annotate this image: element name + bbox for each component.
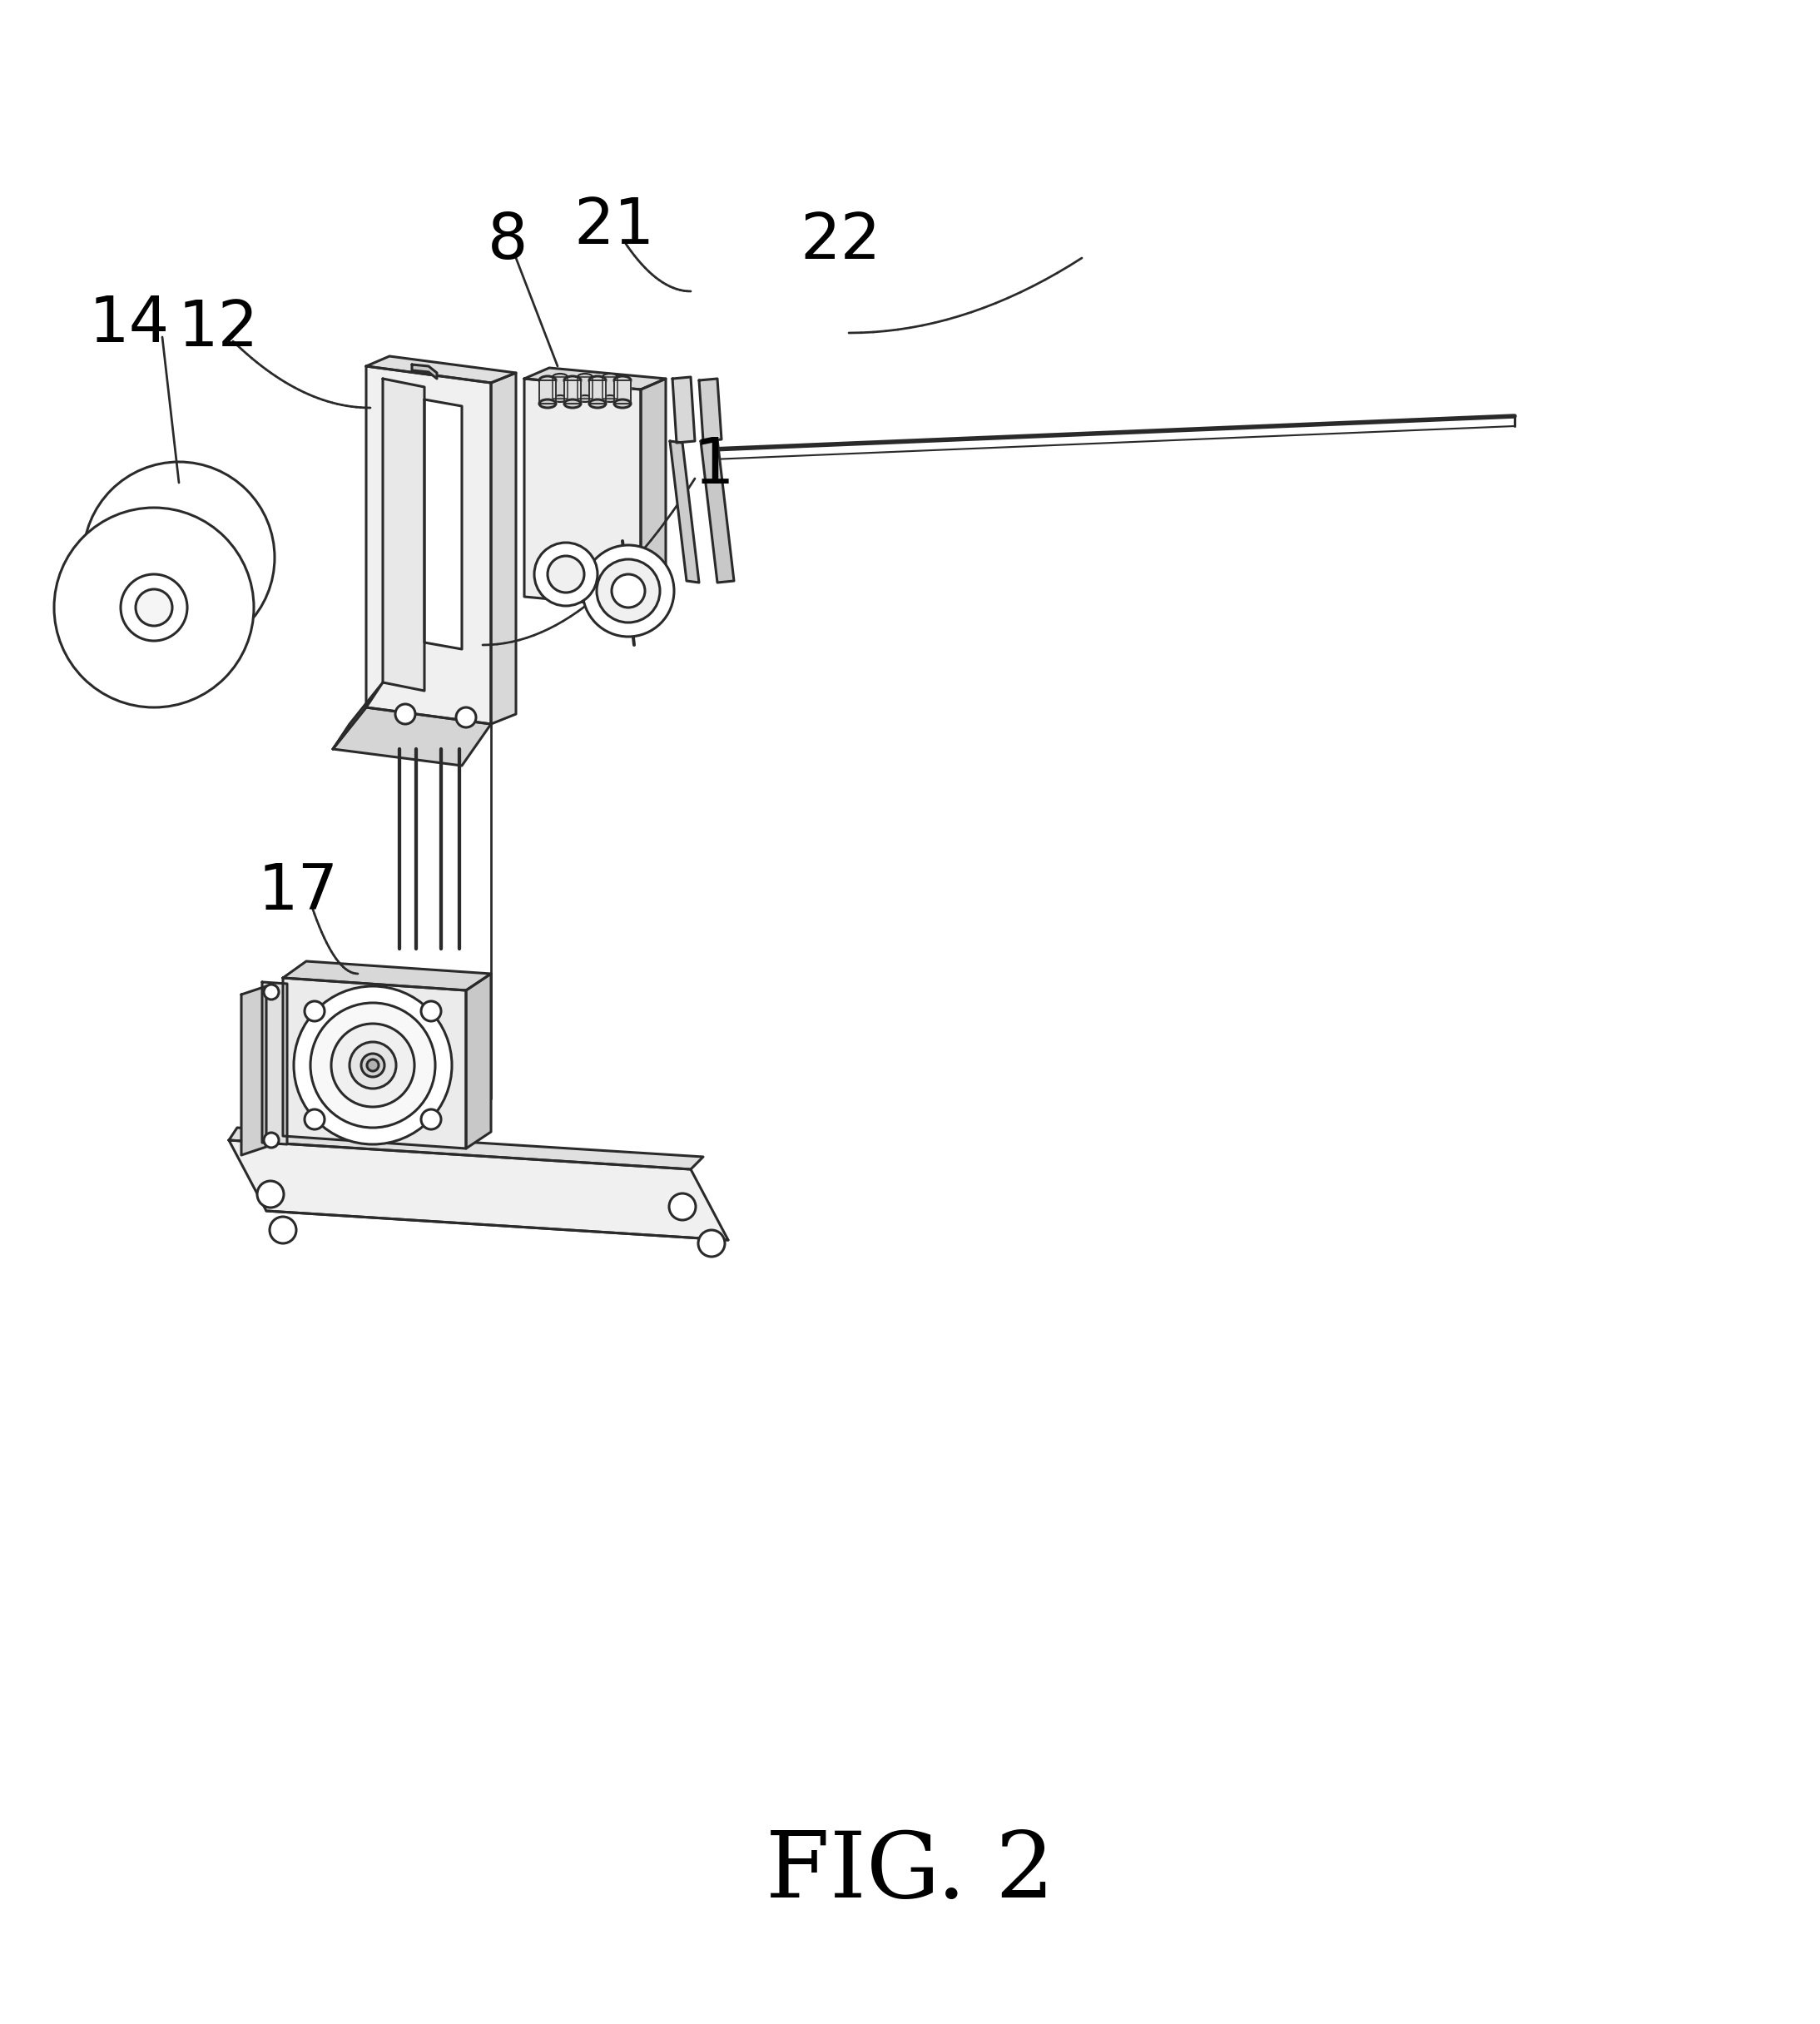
Circle shape: [120, 575, 187, 642]
Ellipse shape: [539, 376, 555, 385]
Text: FIG. 2: FIG. 2: [764, 1828, 1054, 1917]
Polygon shape: [424, 399, 462, 650]
Circle shape: [304, 1002, 324, 1022]
Text: 17: 17: [257, 862, 339, 923]
Text: 21: 21: [573, 196, 655, 257]
Circle shape: [331, 1024, 415, 1107]
Circle shape: [147, 526, 211, 589]
Ellipse shape: [577, 374, 593, 381]
Ellipse shape: [613, 399, 632, 407]
Circle shape: [699, 1231, 724, 1257]
Polygon shape: [333, 708, 491, 765]
Circle shape: [84, 461, 275, 654]
Ellipse shape: [553, 374, 568, 381]
Polygon shape: [229, 1127, 703, 1170]
Polygon shape: [229, 1140, 728, 1241]
Circle shape: [293, 986, 451, 1144]
Polygon shape: [491, 372, 515, 725]
Text: 8: 8: [488, 210, 528, 271]
Circle shape: [368, 1059, 379, 1071]
Circle shape: [582, 544, 673, 638]
Polygon shape: [366, 366, 491, 725]
Polygon shape: [613, 381, 632, 403]
Circle shape: [457, 708, 477, 727]
Polygon shape: [577, 376, 593, 399]
Circle shape: [670, 1194, 695, 1220]
Text: 12: 12: [178, 298, 258, 360]
Polygon shape: [242, 986, 266, 1156]
Ellipse shape: [613, 376, 632, 385]
Circle shape: [311, 1002, 435, 1127]
Polygon shape: [524, 368, 666, 389]
Circle shape: [349, 1042, 397, 1089]
Polygon shape: [539, 381, 555, 403]
Ellipse shape: [564, 399, 581, 407]
Polygon shape: [524, 378, 641, 607]
Ellipse shape: [564, 376, 581, 385]
Circle shape: [304, 1109, 324, 1129]
Circle shape: [597, 559, 661, 623]
Text: 1: 1: [693, 435, 733, 496]
Polygon shape: [699, 378, 721, 441]
Polygon shape: [282, 978, 466, 1148]
Ellipse shape: [577, 395, 593, 403]
Polygon shape: [333, 682, 382, 749]
Circle shape: [136, 589, 173, 625]
Circle shape: [360, 1055, 384, 1077]
Polygon shape: [282, 961, 491, 990]
Circle shape: [535, 542, 597, 605]
Circle shape: [420, 1002, 440, 1022]
Polygon shape: [262, 982, 288, 1144]
Ellipse shape: [590, 399, 606, 407]
Text: 22: 22: [801, 210, 881, 271]
Circle shape: [264, 1133, 278, 1148]
Polygon shape: [701, 439, 733, 583]
Polygon shape: [553, 376, 568, 399]
Ellipse shape: [590, 376, 606, 385]
Ellipse shape: [539, 399, 555, 407]
Polygon shape: [411, 364, 437, 378]
Polygon shape: [382, 378, 424, 690]
Polygon shape: [466, 974, 491, 1148]
Polygon shape: [672, 376, 695, 443]
Polygon shape: [366, 356, 515, 383]
Ellipse shape: [602, 395, 617, 403]
Ellipse shape: [553, 395, 568, 403]
Polygon shape: [602, 376, 617, 399]
Polygon shape: [670, 441, 699, 583]
Circle shape: [420, 1109, 440, 1129]
Text: 14: 14: [89, 293, 169, 356]
Circle shape: [55, 508, 253, 708]
Polygon shape: [590, 381, 606, 403]
Circle shape: [548, 557, 584, 593]
Circle shape: [269, 1216, 297, 1243]
Polygon shape: [564, 381, 581, 403]
Circle shape: [395, 704, 415, 725]
Circle shape: [264, 984, 278, 1000]
Polygon shape: [641, 378, 666, 607]
Circle shape: [612, 575, 644, 607]
Ellipse shape: [602, 374, 617, 381]
Circle shape: [257, 1180, 284, 1208]
